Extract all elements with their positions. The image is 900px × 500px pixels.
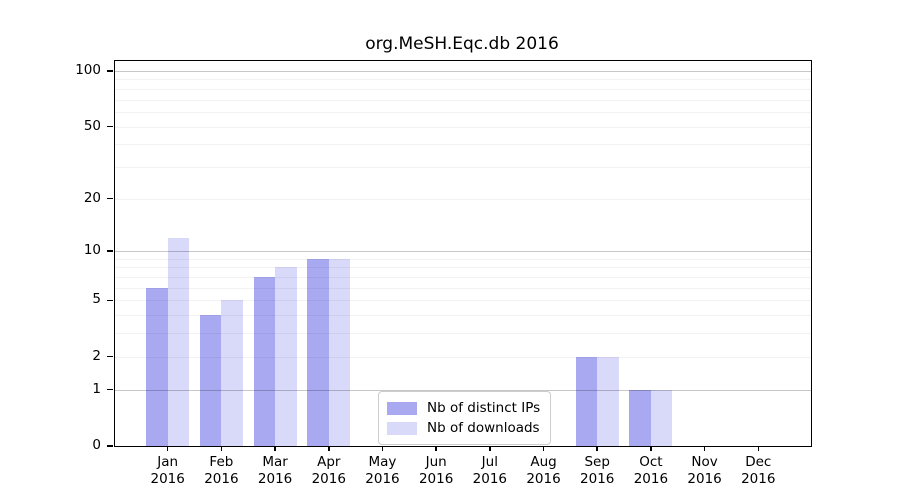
x-tick-label-aug: Aug 2016	[526, 454, 561, 487]
bar-downloads-jan	[167, 237, 190, 446]
x-tick-mar	[274, 446, 276, 451]
x-tick-jan	[166, 446, 169, 451]
bar-distinct-ips-sep	[575, 356, 598, 446]
legend-item-downloads: Nb of downloads	[387, 418, 540, 438]
plot-area: Nb of distinct IPs Nb of downloads 0 1 2 5 1…	[75, 60, 812, 487]
y-tick-0	[107, 445, 113, 447]
bar-distinct-ips-oct	[629, 389, 651, 446]
bar-distinct-ips-jan	[146, 287, 168, 446]
y-tick-5	[107, 299, 113, 302]
y-tick-label-1: 1	[92, 380, 101, 397]
legend: Nb of distinct IPs Nb of downloads	[378, 391, 552, 445]
legend-swatch-downloads	[387, 421, 417, 435]
x-tick-nov	[703, 446, 706, 451]
x-tick-label-jul: Jul 2016	[472, 454, 507, 487]
x-tick-label-may: May 2016	[365, 454, 400, 487]
y-tick-2	[107, 355, 113, 358]
y-tick-100	[107, 70, 113, 72]
bars-layer	[115, 61, 811, 446]
bar-downloads-sep	[597, 356, 619, 446]
x-tick-jun	[435, 446, 437, 451]
legend-swatch-distinct-ips	[387, 401, 417, 415]
x-tick-label-apr: Apr 2016	[311, 454, 346, 487]
y-tick-label-50: 50	[83, 117, 101, 134]
bar-distinct-ips-feb	[199, 315, 222, 446]
legend-label-distinct-ips: Nb of distinct IPs	[427, 400, 541, 416]
x-tick-aug	[542, 446, 545, 451]
y-tick-20	[107, 197, 113, 200]
x-tick-label-feb: Feb 2016	[204, 454, 239, 487]
y-tick-label-20: 20	[83, 189, 101, 206]
bar-downloads-mar	[275, 267, 297, 446]
y-tick-label-5: 5	[92, 291, 101, 308]
x-tick-jul	[489, 446, 491, 451]
x-tick-label-mar: Mar 2016	[257, 454, 293, 487]
x-tick-oct	[650, 446, 652, 451]
x-tick-label-jun: Jun 2016	[418, 454, 454, 487]
y-tick-10	[107, 250, 113, 252]
x-tick-label-nov: Nov 2016	[687, 454, 722, 487]
x-tick-label-oct: Oct 2016	[633, 454, 669, 487]
chart-title: org.MeSH.Eqc.db 2016	[365, 34, 559, 54]
x-tick-apr	[328, 446, 330, 451]
bar-distinct-ips-mar	[253, 277, 276, 446]
y-tick-1	[107, 388, 113, 391]
y-tick-label-2: 2	[92, 347, 101, 364]
x-tick-label-sep: Sep 2016	[580, 454, 615, 487]
y-tick-label-100: 100	[75, 62, 101, 78]
y-tick-label-10: 10	[83, 242, 101, 259]
legend-label-downloads: Nb of downloads	[427, 420, 540, 436]
y-tick-label-0: 0	[92, 437, 101, 453]
legend-item-distinct-ips: Nb of distinct IPs	[387, 398, 540, 418]
bar-downloads-apr	[328, 258, 351, 446]
x-tick-may	[381, 446, 384, 451]
x-tick-dec	[757, 446, 760, 451]
x-tick-feb	[220, 446, 223, 451]
x-tick-label-dec: Dec 2016	[741, 454, 776, 487]
bar-downloads-feb	[221, 300, 243, 446]
bar-downloads-oct	[650, 389, 673, 446]
x-tick-sep	[596, 446, 598, 451]
y-tick-50	[107, 125, 113, 128]
x-tick-label-jan: Jan 2016	[150, 454, 185, 487]
bar-distinct-ips-apr	[307, 258, 329, 446]
